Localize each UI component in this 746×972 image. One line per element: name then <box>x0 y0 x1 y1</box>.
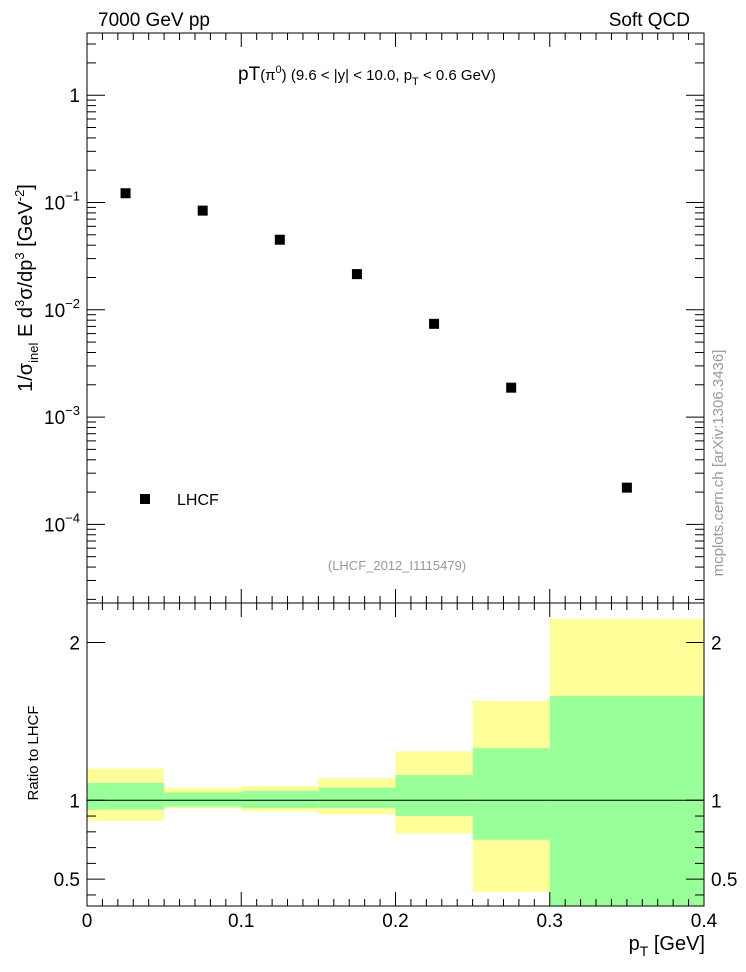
ratio-band-inner-2 <box>241 790 319 809</box>
ratio-y-tick-label-left-0: 0.5 <box>54 870 80 891</box>
x-tick-label-4: 0.4 <box>691 911 718 932</box>
main-y-tick-label-4: 10−4 <box>44 510 80 536</box>
plot-title-particle-sup: 0 <box>276 64 282 76</box>
ratio-y-ticks: 0.5 0.5 1 1 2 2 <box>54 633 737 896</box>
analysis-label: (LHCF_2012_I1115479) <box>328 558 466 573</box>
header-right: Soft QCD <box>609 10 690 31</box>
header-left: 7000 GeV pp <box>98 10 210 31</box>
ratio-y-tick-label-right-2: 2 <box>711 633 722 654</box>
main-ylabel-a-sub: inel <box>26 342 41 362</box>
main-y-tick-label-3: 10−3 <box>44 403 80 429</box>
x-tick-label-1: 0.1 <box>228 911 254 932</box>
ratio-x-ticks: 0 0.1 0.2 0.3 0.4 <box>82 603 718 932</box>
xlabel-sub: T <box>640 943 649 959</box>
xlabel-unit: [GeV] <box>648 933 705 955</box>
main-ylabel-c: σ/dp <box>15 260 37 300</box>
main-y-ticks: 1 10−1 10−2 10−3 10−4 <box>44 43 704 600</box>
ratio-band-inner-6 <box>549 696 704 906</box>
main-ylabel-d: [GeV <box>15 201 37 253</box>
ratio-band-inner-3 <box>318 787 396 809</box>
x-tick-label-2: 0.2 <box>382 911 408 932</box>
main-ylabel-d-sup: -2 <box>12 190 27 202</box>
data-point-0 <box>120 188 131 199</box>
legend-label-lhcf: LHCF <box>177 492 219 509</box>
plot-title-cuts-a: (9.6 < |y| < 10.0, p <box>287 67 412 84</box>
plot-title-cuts-b: < 0.6 GeV) <box>419 67 496 84</box>
data-point-2 <box>274 234 285 245</box>
data-point-1 <box>197 205 208 216</box>
plot-title-particle: (π <box>260 67 275 84</box>
ratio-band-inner-5 <box>472 748 550 840</box>
x-axis-label: pT [GeV] <box>629 933 705 959</box>
main-y-tick-label-2: 10−2 <box>44 296 80 322</box>
main-ylabel-e: ] <box>15 184 37 190</box>
main-ylabel-b-sup: 3 <box>12 300 27 307</box>
plot-title-particle-close: ) <box>282 67 287 84</box>
main-x-ticks <box>86 33 705 603</box>
side-label: mcplots.cern.ch [arXiv:1306.3436] <box>710 350 727 577</box>
main-y-tick-label-1: 10−1 <box>44 188 80 214</box>
ratio-band-inner-4 <box>395 775 473 817</box>
plot-title: pT(π0) (9.6 < |y| < 10.0, pT < 0.6 GeV) <box>238 64 496 88</box>
plot-title-main: pT <box>238 64 261 85</box>
ratio-band-inner-1 <box>164 792 242 807</box>
xlabel-main: p <box>629 933 640 955</box>
main-ylabel-b: E d <box>15 307 37 343</box>
main-y-axis-label: 1/σinel E d3σ/dp3 [GeV-2] <box>12 184 41 392</box>
ratio-band-inner-0 <box>87 782 165 810</box>
x-tick-label-3: 0.3 <box>537 911 563 932</box>
main-ylabel-c-sup: 3 <box>12 252 27 259</box>
main-ylabel-a: 1/σ <box>15 362 37 392</box>
data-point-6 <box>621 482 632 493</box>
plot-title-cuts-sub: T <box>412 76 419 88</box>
ratio-y-tick-label-right-1: 1 <box>711 791 722 812</box>
main-panel-frame <box>86 32 705 604</box>
ratio-bands <box>87 618 704 906</box>
data-point-4 <box>429 318 440 329</box>
legend-marker-lhcf <box>140 494 150 504</box>
x-tick-label-0: 0 <box>82 911 93 932</box>
data-point-3 <box>351 269 362 280</box>
data-points <box>120 188 632 493</box>
data-point-5 <box>506 382 517 393</box>
ratio-y-axis-label: Ratio to LHCF <box>25 705 42 800</box>
main-y-tick-label-0: 1 <box>69 86 80 107</box>
ratio-y-tick-label-right-0: 0.5 <box>711 870 737 891</box>
ratio-y-tick-label-left-2: 2 <box>69 633 80 654</box>
ratio-y-tick-label-left-1: 1 <box>69 791 80 812</box>
